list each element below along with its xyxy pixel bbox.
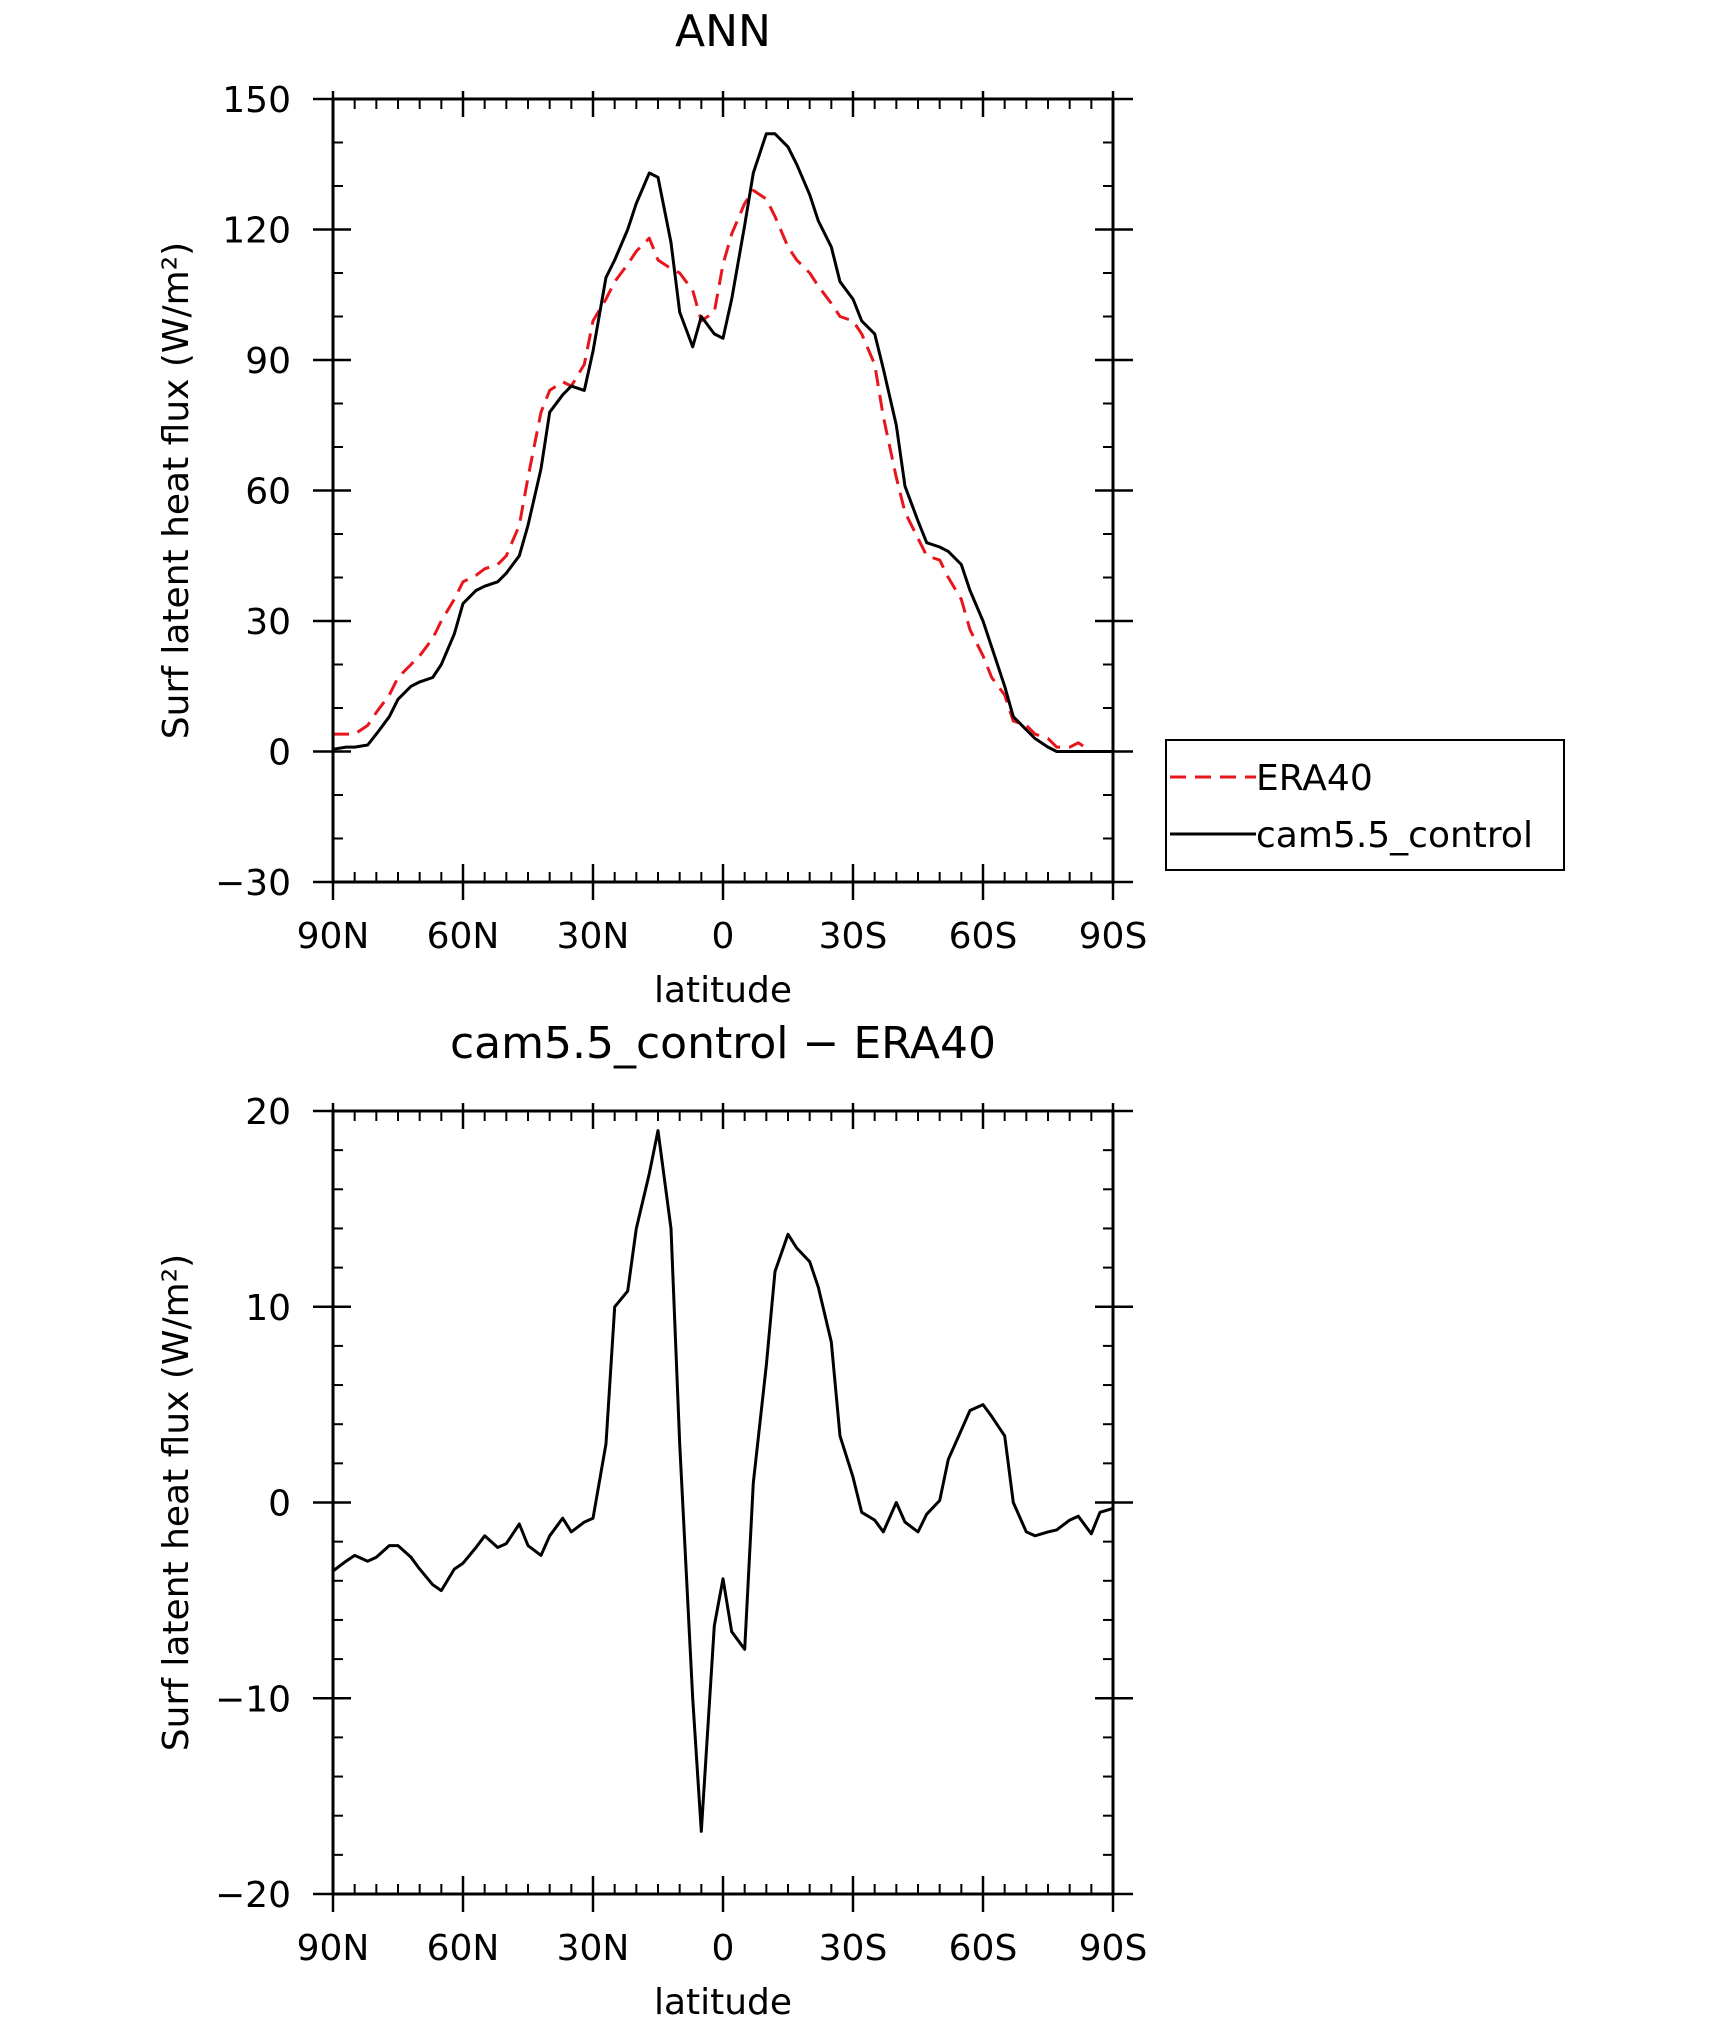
y-tick-label: −20 (215, 1875, 291, 1916)
x-tick-label: 0 (712, 916, 735, 957)
legend: ERA40 cam5.5_control (1165, 739, 1565, 871)
y-tick-label: 20 (245, 1092, 291, 1133)
y-tick-label: 0 (268, 733, 291, 774)
series-line-0 (333, 188, 1113, 753)
x-tick-label: 90N (297, 916, 370, 957)
y-tick-label: 0 (268, 1484, 291, 1525)
panel-annual: ANN 90N 60N 30N 0 30S 60S 90S −30 0 30 60 90 120 150 la… (156, 6, 1565, 1011)
x-tick-label: 30S (819, 1928, 888, 1969)
x-tick-label: 60S (949, 916, 1018, 957)
y-tick-label: 150 (222, 80, 291, 121)
legend-label: ERA40 (1256, 758, 1373, 799)
y-tick-label: −10 (215, 1679, 291, 1720)
series-line-0 (332, 1129, 1114, 1833)
x-tick-label: 90S (1079, 1928, 1148, 1969)
plot-frame (331, 1109, 1115, 1896)
plot-frame (331, 97, 1115, 884)
chart-title: cam5.5_control − ERA40 (450, 1018, 996, 1069)
x-tick-label: 60S (949, 1928, 1018, 1969)
x-tick-label: 30N (557, 1928, 630, 1969)
panel-difference: cam5.5_control − ERA40 90N 60N 30N 0 30S 60S 90… (156, 1018, 1147, 2021)
x-tick-label: 0 (712, 1928, 735, 1969)
y-tick-label: −30 (215, 863, 291, 904)
y-tick-label: 10 (245, 1288, 291, 1329)
y-tick-label: 30 (245, 602, 291, 643)
x-tick-label: 60N (427, 1928, 500, 1969)
y-tick-label: 90 (245, 341, 291, 382)
x-tick-label: 30N (557, 916, 630, 957)
y-axis-label: Surf latent heat flux (W/m²) (156, 242, 197, 739)
series-line-1 (332, 132, 1113, 753)
x-tick-label: 90S (1079, 916, 1148, 957)
x-tick-label: 30S (819, 916, 888, 957)
x-tick-label: 90N (297, 1928, 370, 1969)
y-tick-label: 120 (222, 211, 291, 252)
y-tick-label: 60 (245, 472, 291, 513)
legend-box (1165, 739, 1565, 871)
x-axis-label: latitude (654, 970, 792, 1011)
legend-label: cam5.5_control (1256, 815, 1533, 856)
y-axis-label: Surf latent heat flux (W/m²) (156, 1254, 197, 1751)
x-axis-label: latitude (654, 1982, 792, 2021)
x-tick-label: 60N (427, 916, 500, 957)
chart-title: ANN (675, 6, 771, 57)
